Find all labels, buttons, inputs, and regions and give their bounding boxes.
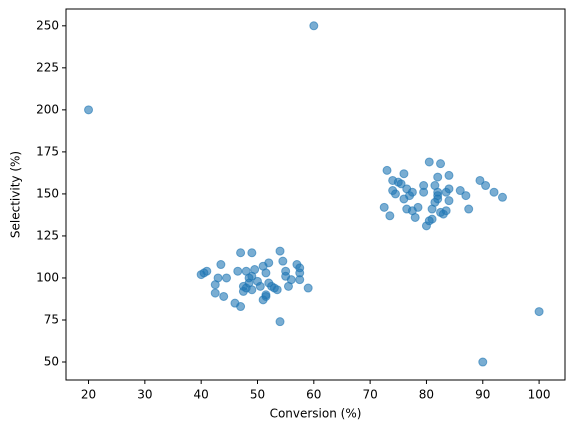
point	[433, 194, 443, 204]
point	[441, 206, 451, 216]
point	[233, 266, 243, 276]
point	[275, 317, 285, 327]
x-tick-label: 100	[528, 388, 551, 402]
point	[461, 191, 471, 201]
point	[489, 187, 499, 197]
plot-frame	[65, 8, 566, 381]
y-axis-label: Selectivity (%)	[9, 151, 23, 238]
point	[210, 288, 220, 298]
point	[213, 273, 223, 283]
point	[250, 265, 260, 275]
point	[407, 187, 417, 197]
y-tick-label: 200	[36, 102, 59, 116]
point	[275, 246, 285, 256]
point	[481, 181, 491, 191]
point	[444, 170, 454, 180]
point	[379, 202, 389, 212]
point	[413, 202, 423, 212]
point	[219, 291, 229, 301]
point	[247, 248, 257, 258]
point	[399, 169, 409, 179]
point	[396, 179, 406, 189]
point	[382, 165, 392, 175]
point	[261, 268, 271, 278]
x-tick-label: 80	[419, 388, 434, 402]
point	[444, 184, 454, 194]
x-tick-label: 50	[250, 388, 265, 402]
y-tick-label: 250	[36, 18, 59, 32]
point	[295, 275, 305, 285]
point	[455, 186, 465, 196]
x-axis-label: Conversion (%)	[270, 407, 362, 421]
point	[444, 196, 454, 206]
point	[236, 302, 246, 312]
point	[436, 159, 446, 169]
point	[424, 157, 434, 167]
x-tick-label: 30	[137, 388, 152, 402]
x-tick-label: 60	[306, 388, 321, 402]
point	[84, 105, 94, 115]
point	[216, 260, 226, 270]
y-tick-label: 100	[36, 270, 59, 284]
point	[272, 285, 282, 295]
point	[427, 214, 437, 224]
y-tick-label: 125	[36, 228, 59, 242]
point	[202, 266, 212, 276]
point	[303, 283, 313, 293]
point	[236, 248, 246, 258]
point	[390, 189, 400, 199]
point	[478, 357, 488, 367]
point	[241, 283, 251, 293]
y-tick-label: 150	[36, 186, 59, 200]
point	[264, 258, 274, 268]
point	[286, 275, 296, 285]
x-tick-label: 70	[362, 388, 377, 402]
y-tick-label: 75	[44, 312, 59, 326]
point	[534, 307, 544, 317]
point	[497, 192, 507, 202]
point	[419, 187, 429, 197]
point	[475, 175, 485, 185]
y-tick-label: 175	[36, 144, 59, 158]
point	[278, 256, 288, 266]
point	[255, 281, 265, 291]
y-tick-label: 225	[36, 60, 59, 74]
point	[410, 212, 420, 222]
point	[385, 211, 395, 221]
y-tick-label: 50	[44, 355, 59, 369]
x-tick-label: 20	[81, 388, 96, 402]
point	[433, 172, 443, 182]
x-tick-label: 90	[475, 388, 490, 402]
point	[261, 290, 271, 300]
point	[222, 273, 232, 283]
point	[464, 204, 474, 214]
point	[309, 21, 319, 31]
x-tick-label: 40	[194, 388, 209, 402]
